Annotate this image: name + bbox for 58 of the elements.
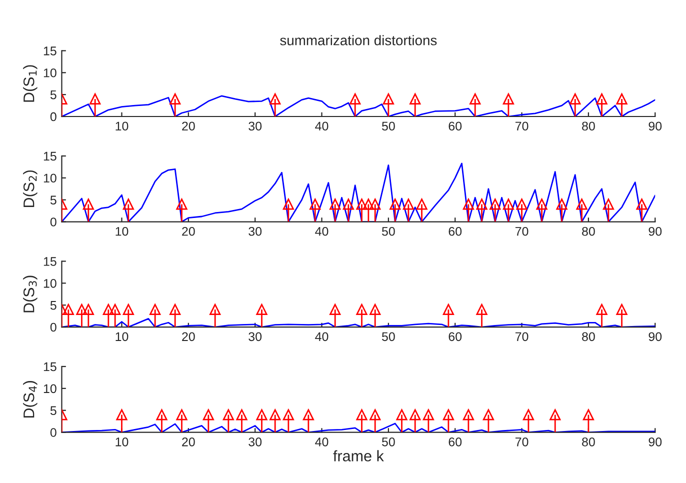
y-tick-label: 10	[44, 384, 56, 394]
y-axis-title: D(S$_{3}$)	[23, 276, 38, 312]
y-tick-label: 5	[50, 301, 56, 310]
y-axis-title: D(S$_{2}$)	[23, 170, 38, 208]
y-tick-label: 5	[50, 90, 56, 100]
x-tick-label: 40	[315, 226, 328, 236]
x-tick-label: 90	[648, 122, 662, 131]
x-tick-label: 80	[582, 332, 595, 342]
x-tick-label: 90	[648, 332, 662, 342]
y-tick-label: 0	[50, 322, 56, 332]
y-tick-label: 0	[50, 428, 56, 437]
x-tick-label: 80	[582, 122, 595, 131]
x-tick-label: 60	[448, 437, 462, 446]
x-tick-label: 20	[182, 332, 195, 342]
y-tick-label: 15	[44, 257, 56, 266]
x-tick-label: 90	[648, 226, 662, 236]
x-tick-label: 10	[116, 122, 128, 131]
x-tick-label: 60	[448, 122, 462, 131]
y-tick-label: 10	[44, 68, 56, 78]
x-tick-label: 90	[648, 437, 662, 446]
y-tick-label: 0	[50, 218, 56, 226]
x-tick-label: 70	[515, 437, 528, 446]
x-tick-label: 70	[515, 332, 528, 342]
y-tick-label: 5	[50, 196, 56, 204]
x-tick-label: 10	[116, 437, 128, 446]
x-tick-label: 30	[248, 332, 262, 342]
x-tick-label: 50	[382, 122, 395, 131]
y-axis-title: D(S$_{1}$)	[23, 65, 38, 102]
x-axis-title: frame k	[333, 450, 384, 462]
x-tick-label: 50	[382, 437, 395, 446]
x-tick-label: 40	[315, 437, 328, 446]
chart-title: summarization distortions	[280, 35, 437, 46]
x-tick-label: 50	[382, 226, 395, 236]
x-tick-label: 20	[182, 122, 195, 131]
x-tick-label: 30	[248, 122, 262, 131]
x-tick-label: 60	[448, 332, 462, 342]
y-tick-label: 10	[44, 278, 56, 288]
y-tick-label: 15	[44, 152, 56, 161]
x-tick-label: 40	[315, 122, 328, 131]
x-tick-label: 10	[116, 226, 128, 236]
y-axis-title: D(S$_{4}$)	[23, 380, 38, 418]
x-tick-label: 40	[315, 332, 328, 342]
x-tick-label: 70	[515, 226, 528, 236]
x-tick-label: 10	[116, 332, 128, 342]
x-tick-label: 20	[182, 437, 195, 446]
x-tick-label: 80	[582, 437, 595, 446]
x-tick-label: 50	[382, 332, 395, 342]
x-tick-label: 30	[248, 437, 262, 446]
x-tick-label: 60	[448, 226, 462, 236]
y-tick-label: 10	[44, 174, 56, 183]
x-tick-label: 30	[248, 226, 262, 236]
y-tick-label: 5	[50, 406, 56, 416]
y-tick-label: 15	[44, 46, 56, 56]
y-tick-label: 0	[50, 112, 56, 122]
x-tick-label: 20	[182, 226, 195, 236]
x-tick-label: 70	[515, 122, 528, 131]
x-tick-label: 80	[582, 226, 595, 236]
y-tick-label: 15	[44, 362, 56, 372]
